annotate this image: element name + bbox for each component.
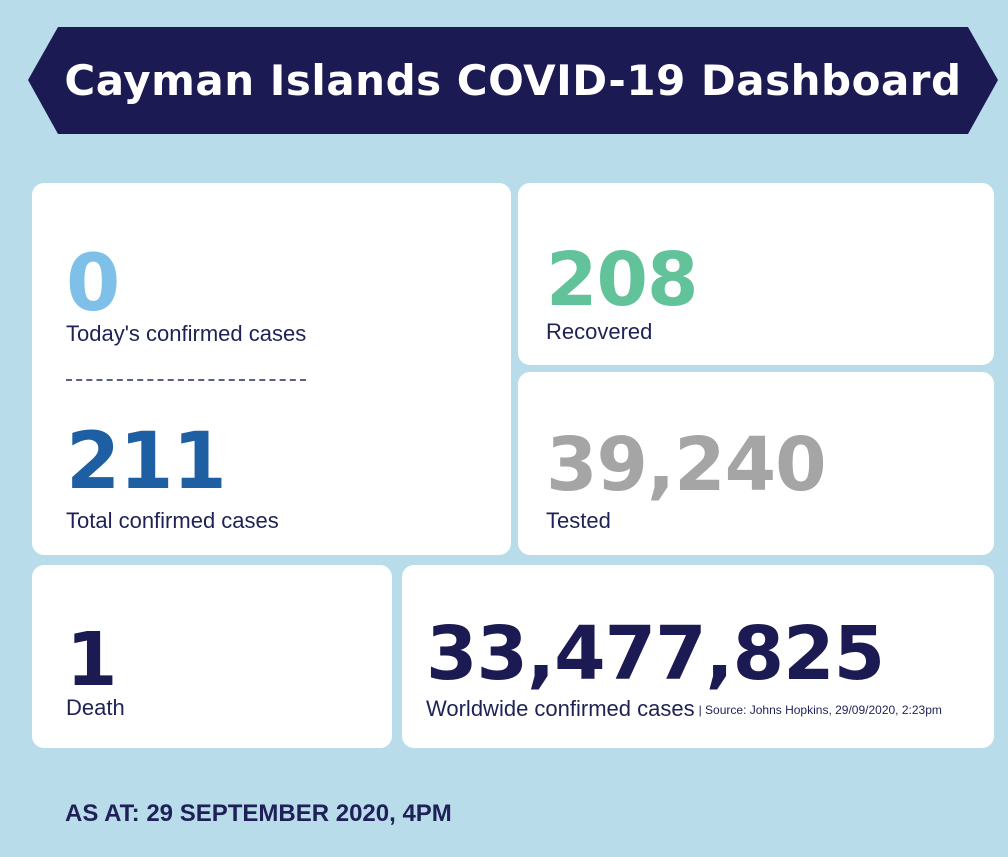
recovered-value: 208 (546, 237, 698, 323)
worldwide-row: Worldwide confirmed cases | Source: Johns… (426, 696, 942, 722)
worldwide-value: 33,477,825 (426, 611, 885, 697)
tested-card: 39,240 Tested (518, 372, 994, 555)
death-card: 1 Death (32, 565, 392, 748)
tested-label: Tested (546, 508, 611, 533)
today-confirmed-label: Today's confirmed cases (66, 321, 307, 346)
today-confirmed-value: 0 (66, 239, 120, 329)
dashboard-banner: Cayman Islands COVID-19 Dashboard (28, 27, 998, 134)
worldwide-card: 33,477,825 Worldwide confirmed cases | So… (402, 565, 994, 748)
confirmed-cases-card: 0 Today's confirmed cases 211 Total conf… (32, 183, 511, 555)
as-at-date: AS AT: 29 SEPTEMBER 2020, 4PM (65, 800, 452, 827)
banner-ribbon-shape (28, 27, 998, 134)
death-label: Death (66, 695, 125, 720)
death-value: 1 (66, 617, 117, 703)
total-confirmed-value: 211 (66, 417, 227, 507)
worldwide-source: | Source: Johns Hopkins, 29/09/2020, 2:2… (698, 703, 942, 718)
worldwide-label: Worldwide confirmed cases (426, 696, 695, 721)
recovered-card: 208 Recovered (518, 183, 994, 365)
total-confirmed-label: Total confirmed cases (66, 508, 279, 533)
recovered-label: Recovered (546, 319, 653, 344)
card-divider (66, 379, 306, 381)
tested-value: 39,240 (546, 422, 827, 508)
page-title: Cayman Islands COVID-19 Dashboard (64, 56, 962, 105)
